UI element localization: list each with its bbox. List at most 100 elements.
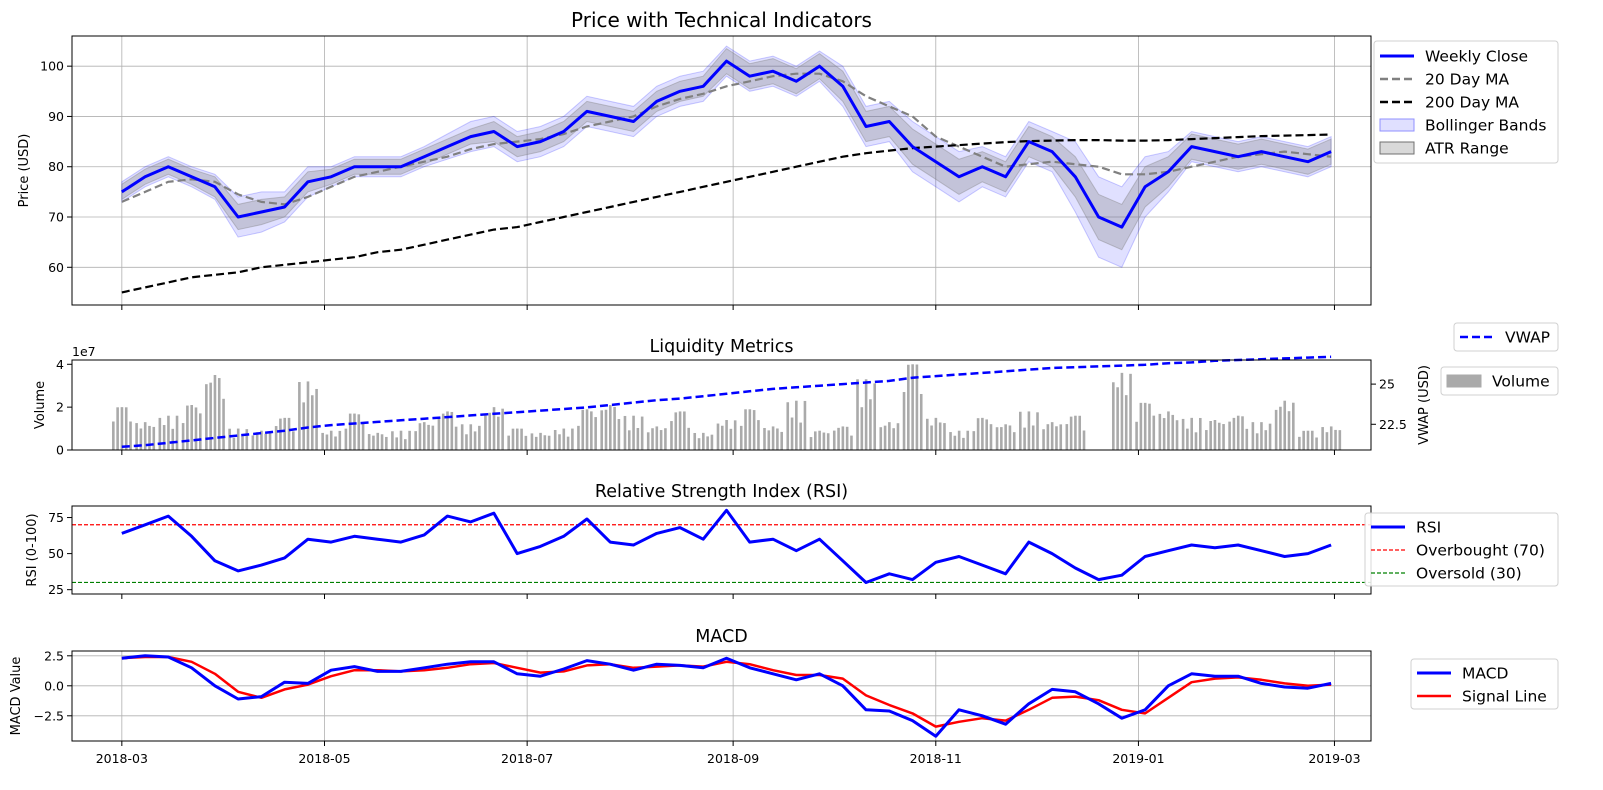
volume-bar xyxy=(1139,402,1143,450)
legend-oversold: Oversold (30) xyxy=(1416,565,1522,583)
volume-bar xyxy=(1152,415,1156,450)
legend-atr: ATR Range xyxy=(1425,140,1509,158)
volume-offset-label: 1e7 xyxy=(72,344,96,359)
volume-bar xyxy=(1135,421,1138,450)
volume-bar xyxy=(553,429,557,450)
volume-bar xyxy=(763,428,766,450)
volume-bar xyxy=(372,435,375,450)
legend-box xyxy=(1373,40,1559,164)
legend-overbought: Overbought (70) xyxy=(1416,542,1545,560)
y2-tick-label: 25 xyxy=(1379,377,1395,392)
volume-bar xyxy=(395,437,399,450)
volume-bar xyxy=(1241,416,1244,450)
rsi-title: Relative Strength Index (RSI) xyxy=(595,482,848,502)
volume-bar xyxy=(217,378,221,450)
volume-bar xyxy=(600,410,604,450)
volume-bar xyxy=(427,424,430,450)
volume-bar xyxy=(124,407,128,450)
volume-bar xyxy=(1298,436,1301,450)
volume-bar xyxy=(478,425,481,450)
signal-line xyxy=(121,655,1332,728)
volume-bar xyxy=(1338,430,1342,450)
volume-bar xyxy=(329,430,333,450)
volume-bar xyxy=(385,436,388,450)
volume-bar xyxy=(869,399,872,450)
volume-bar xyxy=(408,430,411,450)
volume-bar xyxy=(697,438,701,450)
volume-bar xyxy=(1321,427,1324,450)
volume-bar xyxy=(507,435,510,450)
x-tick-label: 2019-03 xyxy=(1308,751,1360,766)
volume-bar xyxy=(786,402,790,450)
price-panel: 60 70 80 90 100 Price with Technical Indicato… xyxy=(17,8,1559,310)
volume-bar xyxy=(274,426,278,450)
volume-bar xyxy=(1302,430,1305,450)
macd-line xyxy=(121,654,1332,738)
y-tick-label: 0 xyxy=(56,443,64,458)
volume-bar xyxy=(450,411,454,450)
volume-bar xyxy=(1078,415,1082,450)
volume-bar xyxy=(720,425,724,450)
volume-bar xyxy=(139,428,143,450)
volume-bar xyxy=(683,411,686,450)
volume-bar xyxy=(841,426,845,450)
volume-bar xyxy=(640,416,644,450)
volume-bar xyxy=(911,364,914,450)
volume-bar xyxy=(469,424,473,450)
volume-bar xyxy=(129,421,132,450)
volume-bar xyxy=(558,434,561,450)
volume-bar xyxy=(376,432,380,450)
liquidity-panel: 0 2 4 22.5 25 1e7 Liquidity Metrics Volume VWAP … xyxy=(33,322,1559,458)
volume-bar xyxy=(594,417,597,450)
volume-bar xyxy=(966,430,970,450)
volume-bar xyxy=(693,432,697,450)
volume-bar xyxy=(822,432,826,450)
volume-bar xyxy=(306,381,310,450)
volume-bar xyxy=(907,364,910,450)
volume-bar xyxy=(292,431,295,450)
volume-bar xyxy=(260,430,263,450)
legend-box xyxy=(1453,322,1559,352)
rsi-panel: 25 50 75 Relative Strength Index (RSI) RSI (… xyxy=(25,482,1559,599)
y-tick-label: 50 xyxy=(48,546,64,561)
y-tick-label: 0.0 xyxy=(44,678,64,693)
volume-bar xyxy=(501,408,504,450)
volume-bar xyxy=(524,435,528,450)
volume-bar xyxy=(856,379,859,450)
volume-bar xyxy=(1228,421,1231,450)
volume-bar xyxy=(251,435,255,450)
weekly-close-line xyxy=(120,59,1332,229)
volume-bar xyxy=(674,412,678,450)
volume-bar xyxy=(1274,409,1278,450)
volume-bar xyxy=(1232,417,1236,450)
volume-bar xyxy=(1255,433,1259,450)
volume-bar xyxy=(181,423,185,450)
volume-ylabel: Volume xyxy=(33,381,48,429)
volume-bar xyxy=(1000,427,1003,450)
y-tick-label: 80 xyxy=(48,159,64,174)
volume-bar xyxy=(566,436,570,450)
vwap-ylabel: VWAP (USD) xyxy=(1417,365,1432,445)
volume-bar xyxy=(879,427,883,450)
volume-bar xyxy=(632,415,635,450)
volume-bar xyxy=(232,437,236,450)
y-tick-label: 100 xyxy=(40,59,64,74)
volume-bar xyxy=(989,424,993,450)
volume-bar xyxy=(837,427,840,450)
volume-bar xyxy=(803,400,807,450)
volume-bar xyxy=(264,433,268,450)
volume-bar xyxy=(287,417,291,450)
volume-bar xyxy=(1279,406,1282,450)
volume-bar xyxy=(995,427,999,450)
volume-bar xyxy=(1031,425,1035,450)
liquidity-axes-frame xyxy=(71,359,1372,451)
volume-bar xyxy=(962,437,965,450)
volume-bar xyxy=(255,432,259,450)
volume-bar xyxy=(143,422,147,450)
volume-bar xyxy=(651,428,654,450)
volume-bar xyxy=(298,382,301,450)
volume-bar xyxy=(1023,427,1026,450)
volume-bar xyxy=(543,435,547,450)
legend-macd: MACD xyxy=(1462,665,1509,683)
volume-bar xyxy=(733,420,737,450)
